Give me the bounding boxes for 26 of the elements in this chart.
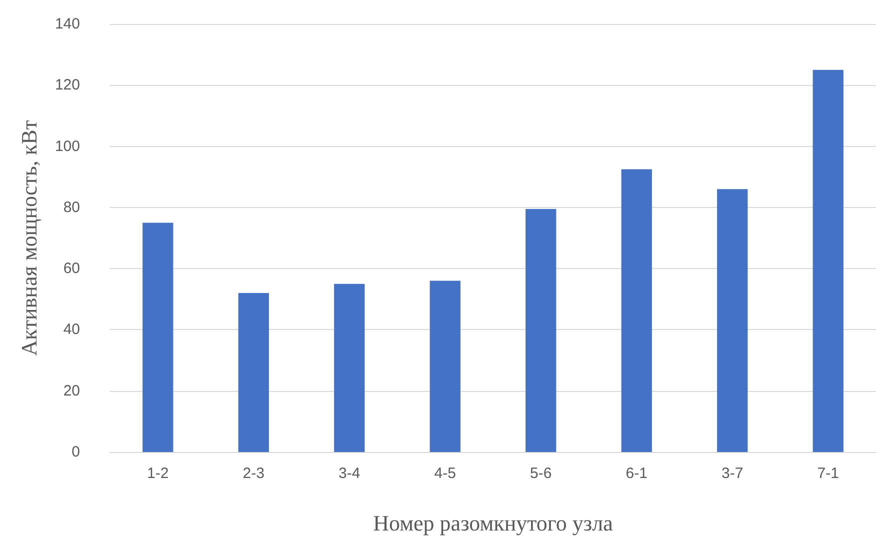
x-tick-label: 3-4 [338, 465, 360, 482]
x-tick-label: 1-2 [147, 465, 169, 482]
y-tick-label: 120 [54, 76, 80, 94]
x-axis-title: Номер разомкнутого узла [373, 510, 614, 536]
bar [142, 222, 174, 452]
x-tick-label: 6-1 [626, 465, 648, 482]
x-tick-label: 5-6 [530, 465, 552, 482]
x-tick-label: 2-3 [242, 465, 264, 482]
bar [238, 293, 269, 452]
y-axis-title: Активная мощность, кВт [16, 120, 42, 356]
y-tick-label: 40 [63, 321, 80, 338]
bar [812, 70, 844, 452]
bar [717, 189, 748, 452]
y-tick-label: 100 [54, 138, 80, 155]
x-tick-label: 4-5 [434, 465, 456, 482]
bar [621, 169, 652, 452]
y-tick-label: 20 [63, 382, 80, 400]
y-tick-label: 140 [54, 16, 80, 32]
y-tick-label: 0 [72, 444, 80, 460]
bar [334, 284, 365, 452]
x-tick-label: 3-7 [722, 465, 744, 482]
y-tick-label: 80 [63, 198, 80, 216]
bar [430, 280, 460, 452]
bar [526, 208, 556, 452]
y-tick-label: 60 [63, 260, 80, 278]
x-tick-label: 7-1 [817, 465, 839, 482]
